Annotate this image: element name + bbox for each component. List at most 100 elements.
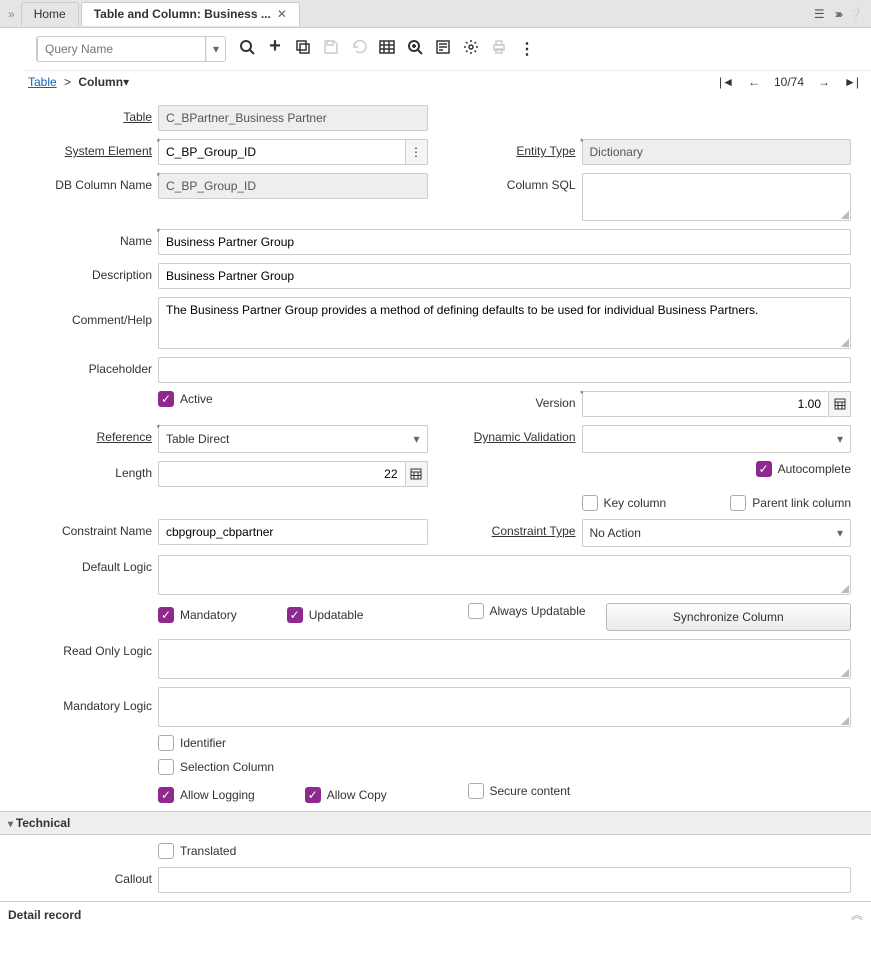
db-column-name-field: C_BP_Group_ID [158, 173, 428, 199]
zoom-icon[interactable] [406, 39, 424, 59]
active-checkbox[interactable]: ✓Active [158, 391, 213, 407]
expand-nav-icon[interactable]: » [8, 7, 15, 21]
collapse-icon[interactable]: »» [835, 7, 838, 21]
constraint-type-select[interactable]: No Action▾ [582, 519, 852, 547]
mandatory-logic-field[interactable] [158, 687, 851, 727]
technical-section-header[interactable]: Technical [0, 811, 871, 835]
label-entity-type: Entity Type [452, 139, 582, 158]
calc-icon[interactable] [406, 461, 428, 487]
breadcrumb-caret[interactable]: ▾ [123, 75, 129, 89]
label-name: Name [28, 229, 158, 248]
read-only-logic-field[interactable] [158, 639, 851, 679]
last-record-icon[interactable]: ►| [844, 75, 859, 89]
description-field[interactable] [158, 263, 851, 289]
label-empty-selection [28, 759, 158, 764]
label-column-sql: Column SQL [452, 173, 582, 192]
label-empty-identifier [28, 735, 158, 740]
search-icon[interactable] [238, 39, 256, 59]
gear-icon[interactable] [462, 39, 480, 59]
key-column-label: Key column [604, 496, 667, 510]
version-field[interactable] [582, 391, 830, 417]
column-sql-field[interactable] [582, 173, 852, 221]
label-empty-mandatory [28, 603, 158, 608]
tab-current[interactable]: Table and Column: Business ... ✕ [81, 2, 300, 26]
label-version: Version [452, 391, 582, 410]
updatable-checkbox[interactable]: ✓Updatable [287, 607, 364, 623]
default-logic-field[interactable] [158, 555, 851, 595]
comment-help-field[interactable]: The Business Partner Group provides a me… [158, 297, 851, 349]
tab-home-label: Home [34, 7, 66, 21]
prev-record-icon[interactable]: ← [748, 75, 760, 89]
always-updatable-label: Always Updatable [490, 604, 586, 618]
parent-link-label: Parent link column [752, 496, 851, 510]
tab-bar: » Home Table and Column: Business ... ✕ … [0, 0, 871, 28]
label-reference: Reference [28, 425, 158, 444]
key-column-checkbox[interactable]: Key column [582, 495, 667, 511]
help-icon[interactable]: ❔ [848, 7, 863, 21]
save-icon[interactable] [322, 39, 340, 59]
allow-logging-label: Allow Logging [180, 788, 255, 802]
updatable-label: Updatable [309, 608, 364, 622]
print-icon[interactable] [490, 39, 508, 59]
label-empty-logging [28, 783, 158, 788]
reference-select[interactable]: Table Direct▾ [158, 425, 428, 453]
table-field: C_BPartner_Business Partner [158, 105, 428, 131]
translated-checkbox[interactable]: Translated [158, 843, 236, 859]
label-dynamic-validation: Dynamic Validation [452, 425, 582, 444]
next-record-icon[interactable]: → [818, 75, 830, 89]
menu-icon[interactable]: ☰ [814, 7, 825, 21]
synchronize-column-button[interactable]: Synchronize Column [606, 603, 851, 631]
allow-copy-checkbox[interactable]: ✓Allow Copy [305, 787, 387, 803]
selection-column-checkbox[interactable]: Selection Column [158, 759, 274, 775]
label-comment-help: Comment/Help [28, 297, 158, 327]
system-element-menu[interactable]: ⋮ [406, 139, 428, 165]
undo-icon[interactable] [350, 39, 368, 59]
label-constraint-type: Constraint Type [452, 519, 582, 538]
record-nav: |◄ ← 10/74 → ►| [719, 75, 859, 89]
always-updatable-checkbox[interactable]: Always Updatable [468, 603, 586, 619]
parent-link-checkbox[interactable]: Parent link column [730, 495, 851, 511]
breadcrumb-row: Table > Column▾ |◄ ← 10/74 → ►| [0, 71, 871, 93]
breadcrumb-table[interactable]: Table [28, 75, 57, 89]
mandatory-checkbox[interactable]: ✓Mandatory [158, 607, 237, 623]
caret-down-icon: ▾ [837, 526, 843, 540]
allow-logging-checkbox[interactable]: ✓Allow Logging [158, 787, 255, 803]
system-element-field[interactable] [158, 139, 406, 165]
callout-field[interactable] [158, 867, 851, 893]
tab-current-label: Table and Column: Business ... [94, 7, 271, 21]
label-empty-active [28, 391, 158, 396]
dropdown-icon[interactable]: ▾ [206, 37, 225, 61]
toolbar: ▾ + ⋮ [24, 28, 871, 71]
name-field[interactable] [158, 229, 851, 255]
query-name-combo[interactable]: ▾ [36, 36, 226, 62]
first-record-icon[interactable]: |◄ [719, 75, 734, 89]
autocomplete-label: Autocomplete [778, 462, 851, 476]
allow-copy-label: Allow Copy [327, 788, 387, 802]
secure-content-checkbox[interactable]: Secure content [468, 783, 571, 799]
toolbar-icons: + ⋮ [238, 39, 536, 59]
autocomplete-checkbox[interactable]: ✓Autocomplete [756, 461, 851, 477]
new-icon[interactable]: + [266, 39, 284, 59]
active-label: Active [180, 392, 213, 406]
tab-home[interactable]: Home [21, 2, 79, 26]
more-icon[interactable]: ⋮ [518, 39, 536, 59]
placeholder-field[interactable] [158, 357, 851, 383]
copy-icon[interactable] [294, 39, 312, 59]
grid-icon[interactable] [378, 39, 396, 59]
close-icon[interactable]: ✕ [277, 7, 287, 21]
record-position: 10/74 [774, 75, 804, 89]
length-field[interactable] [158, 461, 406, 487]
report-icon[interactable] [434, 39, 452, 59]
breadcrumb-column[interactable]: Column [78, 75, 123, 89]
query-name-input[interactable] [37, 36, 206, 62]
entity-type-field: Dictionary [582, 139, 852, 165]
breadcrumb-sep: > [64, 75, 71, 89]
scroll-top-icon[interactable]: ︽ [851, 906, 863, 923]
selection-column-label: Selection Column [180, 760, 274, 774]
label-db-column-name: DB Column Name [28, 173, 158, 192]
dynamic-validation-select[interactable]: ▾ [582, 425, 852, 453]
calc-icon[interactable] [829, 391, 851, 417]
identifier-checkbox[interactable]: Identifier [158, 735, 226, 751]
translated-label: Translated [180, 844, 236, 858]
constraint-name-field[interactable] [158, 519, 428, 545]
